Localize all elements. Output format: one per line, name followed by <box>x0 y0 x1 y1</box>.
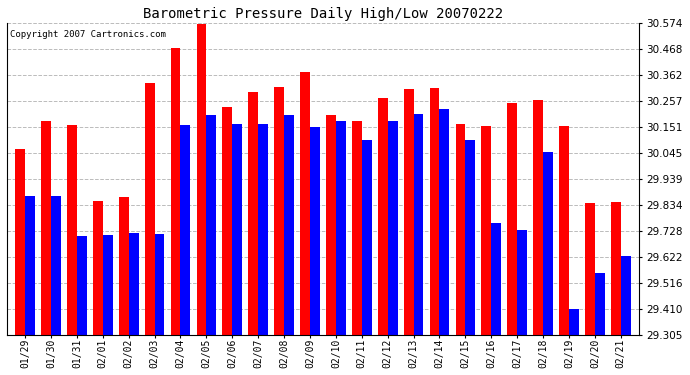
Bar <box>362 140 372 334</box>
Bar <box>233 124 242 334</box>
Bar <box>378 98 388 334</box>
Bar <box>145 83 155 334</box>
Text: Copyright 2007 Cartronics.com: Copyright 2007 Cartronics.com <box>10 30 166 39</box>
Bar <box>170 48 181 334</box>
Bar <box>222 106 233 334</box>
Bar <box>128 233 139 334</box>
Bar <box>465 140 475 334</box>
Bar <box>455 124 465 334</box>
Bar <box>388 121 397 334</box>
Bar <box>274 87 284 334</box>
Bar <box>197 24 206 334</box>
Bar <box>543 152 553 334</box>
Bar <box>482 126 491 334</box>
Bar <box>595 273 604 334</box>
Bar <box>336 121 346 334</box>
Bar <box>67 125 77 334</box>
Bar <box>507 103 518 334</box>
Bar <box>284 115 294 334</box>
Bar <box>533 100 543 334</box>
Bar <box>440 109 449 334</box>
Bar <box>352 121 362 334</box>
Bar <box>585 203 595 334</box>
Bar <box>51 196 61 334</box>
Bar <box>93 201 103 334</box>
Bar <box>248 92 258 334</box>
Bar <box>155 234 164 334</box>
Bar <box>569 309 579 334</box>
Bar <box>119 197 128 334</box>
Bar <box>621 256 631 334</box>
Bar <box>559 126 569 334</box>
Bar <box>413 114 424 334</box>
Bar <box>41 121 51 334</box>
Bar <box>491 223 501 334</box>
Bar <box>25 196 35 334</box>
Bar <box>300 72 310 334</box>
Bar <box>326 115 336 334</box>
Bar <box>77 237 87 334</box>
Bar <box>310 128 320 335</box>
Bar <box>518 230 527 334</box>
Title: Barometric Pressure Daily High/Low 20070222: Barometric Pressure Daily High/Low 20070… <box>143 7 503 21</box>
Bar <box>206 115 216 334</box>
Bar <box>15 150 25 334</box>
Bar <box>103 235 112 334</box>
Bar <box>181 125 190 334</box>
Bar <box>430 88 440 334</box>
Bar <box>404 89 413 334</box>
Bar <box>258 124 268 334</box>
Bar <box>611 202 621 334</box>
